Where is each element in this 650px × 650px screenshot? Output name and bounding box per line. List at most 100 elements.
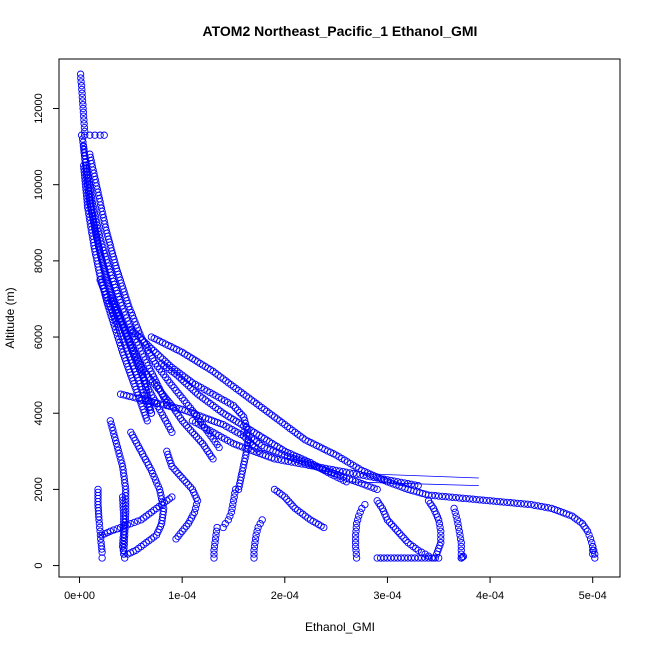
data-point: [211, 539, 219, 547]
data-point: [233, 406, 242, 414]
data-point: [167, 459, 175, 468]
chart-title: ATOM2 Northeast_Pacific_1 Ethanol_GMI: [203, 23, 478, 39]
profile-series: [96, 276, 156, 417]
data-point: [96, 523, 104, 532]
data-point: [252, 531, 260, 539]
data-point: [134, 517, 142, 525]
data-point: [513, 499, 522, 508]
data-point: [175, 373, 183, 381]
data-point: [352, 523, 360, 532]
data-point: [435, 492, 443, 500]
profile-series: [163, 447, 202, 543]
data-point: [358, 480, 366, 488]
data-point: [237, 388, 245, 396]
data-point: [283, 422, 292, 431]
data-point: [176, 391, 184, 400]
data-point: [394, 527, 402, 535]
data-point: [245, 432, 253, 440]
profile-series: [124, 428, 168, 558]
data-point: [482, 496, 491, 505]
data-point: [229, 382, 238, 391]
profile-series: [351, 500, 369, 562]
data-point: [400, 534, 408, 542]
data-point: [251, 539, 259, 547]
data-point: [180, 525, 188, 533]
data-point: [79, 101, 87, 109]
data-point: [356, 471, 364, 479]
profile-series: [219, 485, 240, 532]
data-point: [285, 497, 293, 506]
data-point: [107, 420, 115, 428]
data-point: [506, 499, 515, 507]
data-point: [130, 518, 138, 527]
profile-series: [86, 150, 223, 452]
y-axis: 0 2000 4000 6000 8000 10000 12000: [33, 93, 60, 569]
data-point: [404, 539, 412, 547]
data-point: [168, 428, 176, 436]
data-point: [524, 500, 532, 508]
data-point: [116, 453, 124, 461]
data-point: [170, 465, 178, 473]
data-point: [431, 554, 439, 562]
data-point: [250, 550, 258, 558]
data-point: [194, 435, 203, 443]
data-point: [457, 550, 465, 558]
data-point: [106, 527, 114, 535]
data-point: [86, 131, 94, 139]
data-point: [291, 504, 299, 513]
data-point: [387, 476, 395, 485]
data-point: [431, 492, 439, 500]
data-point: [212, 527, 221, 535]
data-point: [299, 510, 307, 518]
data-point: [527, 500, 535, 509]
data-point: [114, 446, 122, 454]
data-point: [191, 388, 199, 396]
x-tick-label: 4e-04: [476, 590, 504, 602]
data-point: [361, 500, 369, 509]
data-point: [437, 531, 445, 539]
data-point: [174, 532, 182, 541]
data-point: [342, 474, 351, 482]
data-point: [160, 392, 168, 400]
data-point: [95, 520, 104, 528]
data-point: [352, 554, 361, 562]
data-point: [143, 417, 151, 425]
data-point: [80, 116, 88, 124]
data-point: [134, 332, 142, 340]
data-point: [78, 93, 86, 101]
x-tick-label: 5e-04: [579, 590, 607, 602]
data-point: [83, 197, 91, 206]
profile-series: [127, 325, 253, 494]
data-point: [193, 390, 202, 398]
profile-series: [106, 295, 217, 463]
data-point: [270, 455, 279, 463]
data-point: [189, 386, 197, 394]
data-point: [417, 548, 426, 556]
data-point: [383, 516, 392, 524]
data-point: [141, 368, 149, 376]
data-point: [245, 394, 253, 402]
data-point: [196, 437, 205, 446]
data-point: [226, 512, 234, 520]
data-point: [496, 498, 504, 506]
data-point: [156, 387, 165, 395]
data-point: [147, 375, 155, 384]
data-point: [168, 381, 176, 389]
data-point: [583, 527, 592, 535]
data-point: [500, 498, 508, 506]
data-point: [139, 366, 147, 374]
data-point: [186, 426, 195, 434]
data-point: [187, 384, 195, 392]
data-point: [354, 516, 362, 524]
data-point: [154, 385, 163, 393]
profile-series: [373, 554, 443, 562]
y-tick-label: 10000: [33, 169, 45, 200]
data-point: [355, 478, 363, 487]
data-point: [465, 495, 474, 503]
data-point: [407, 480, 416, 488]
data-point: [168, 493, 176, 501]
data-point: [110, 430, 118, 438]
data-point: [370, 484, 378, 492]
data-point: [173, 371, 181, 379]
